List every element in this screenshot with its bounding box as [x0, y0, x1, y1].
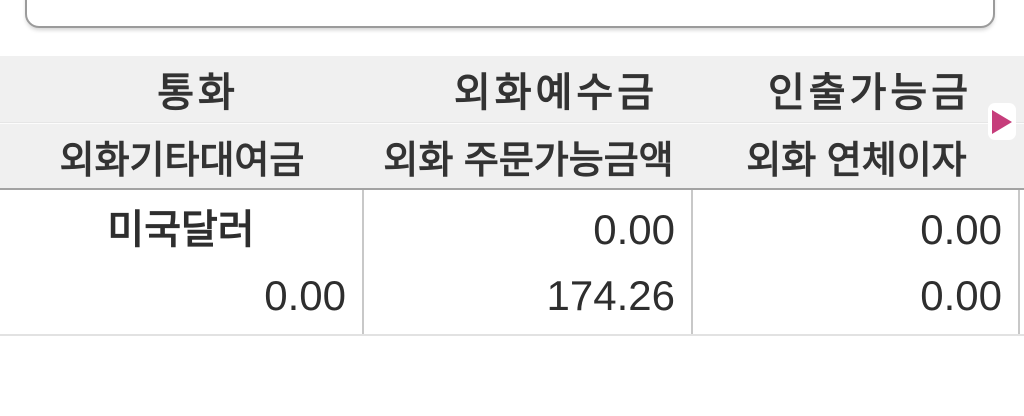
header-fx-other-loan: 외화기타대여금 — [59, 139, 305, 182]
header-fx-orderable-amount: 외화 주문가능금액 — [383, 139, 674, 182]
header-withdrawable-amount: 인출가능금 — [768, 71, 972, 115]
fx-orderable-amount-value: 174.26 — [546, 272, 675, 319]
table-header-row-2: 외화기타대여금 외화 주문가능금액 외화 연체이자 — [0, 123, 1024, 190]
top-input-box[interactable] — [25, 0, 995, 28]
table-row[interactable]: 미국달러 0.00 0.00 174.26 0.00 0.00 — [0, 190, 1024, 336]
cell-currency-group: 미국달러 0.00 — [0, 190, 364, 334]
fx-overdue-interest-value: 0.00 — [920, 272, 1002, 319]
scroll-right-badge[interactable] — [988, 103, 1016, 140]
header-currency: 통화 — [157, 71, 239, 115]
header-fx-deposit: 외화예수금 — [454, 71, 658, 115]
cell-withdrawable-group: 0.00 0.00 — [693, 190, 1020, 334]
currency-value: 미국달러 — [107, 208, 255, 252]
fx-deposit-value: 0.00 — [593, 206, 675, 253]
fx-other-loan-value: 0.00 — [264, 272, 346, 319]
scroll-right-icon — [992, 109, 1012, 134]
withdrawable-amount-value: 0.00 — [920, 206, 1002, 253]
fx-balance-table: 통화 외화예수금 인출가능금 외화기타대여금 외화 주문가능금액 외화 연체이자… — [0, 56, 1024, 336]
cell-next-column-sliver — [1020, 190, 1024, 334]
table-header-row-1: 통화 외화예수금 인출가능금 — [0, 56, 1024, 123]
cell-deposit-group: 0.00 174.26 — [364, 190, 693, 334]
header-fx-overdue-interest: 외화 연체이자 — [746, 139, 967, 182]
